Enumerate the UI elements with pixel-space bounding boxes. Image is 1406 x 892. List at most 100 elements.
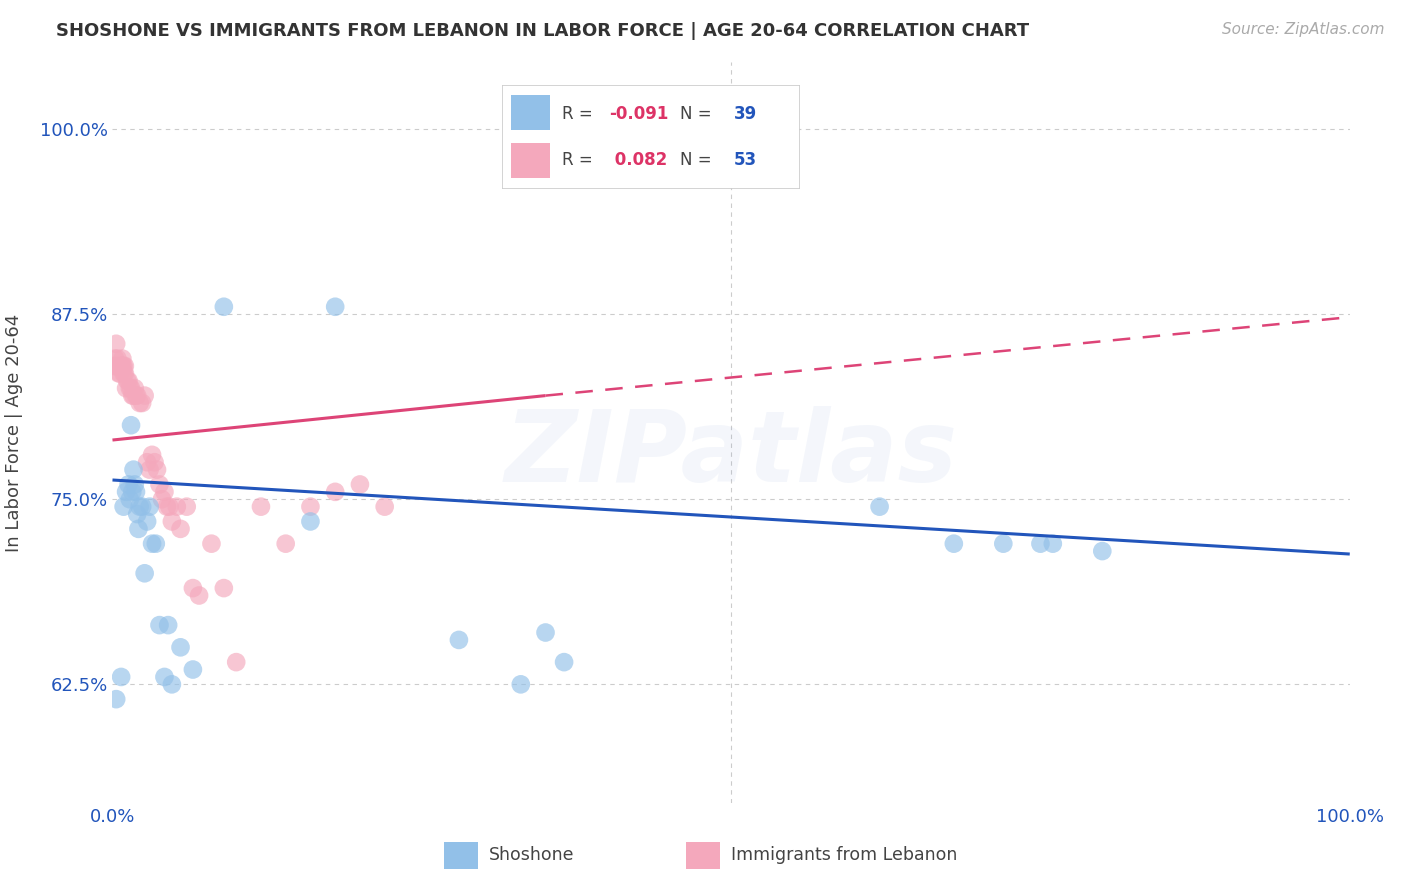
Point (942, 537, 965, 551)
Point (553, 655, 575, 669)
Point (111, 351, 134, 366)
Point (104, 351, 127, 366)
Point (447, 632, 470, 647)
Point (141, 537, 163, 551)
Point (157, 618, 180, 632)
Point (108, 367, 131, 381)
Point (169, 640, 191, 655)
Point (160, 515, 183, 529)
Point (148, 618, 170, 632)
Point (105, 692, 128, 706)
Point (138, 500, 160, 514)
Point (869, 500, 891, 514)
Point (299, 500, 322, 514)
Point (160, 677, 183, 691)
Point (122, 462, 145, 476)
Point (120, 418, 142, 433)
Point (148, 477, 170, 491)
Point (107, 367, 129, 381)
Point (136, 515, 159, 529)
Point (112, 367, 135, 381)
Point (121, 389, 143, 403)
Text: ZIPatlas: ZIPatlas (505, 407, 957, 503)
Point (115, 381, 138, 395)
Text: Shoshone: Shoshone (489, 847, 575, 864)
Point (143, 455, 166, 469)
Point (111, 359, 134, 373)
Point (146, 462, 169, 476)
Point (153, 670, 176, 684)
Point (127, 522, 149, 536)
Point (125, 484, 148, 499)
Y-axis label: In Labor Force | Age 20-64: In Labor Force | Age 20-64 (6, 313, 22, 552)
Point (107, 359, 129, 373)
Point (134, 566, 156, 581)
Point (105, 336, 128, 351)
Point (107, 351, 129, 366)
Point (150, 492, 173, 507)
Point (134, 389, 156, 403)
Point (120, 381, 142, 395)
Point (124, 381, 146, 395)
Point (138, 462, 160, 476)
Point (112, 359, 135, 373)
Text: Immigrants from Lebanon: Immigrants from Lebanon (731, 847, 957, 864)
Point (225, 655, 247, 669)
Text: SHOSHONE VS IMMIGRANTS FROM LEBANON IN LABOR FORCE | AGE 20-64 CORRELATION CHART: SHOSHONE VS IMMIGRANTS FROM LEBANON IN L… (56, 22, 1029, 40)
Point (153, 484, 176, 499)
Point (122, 389, 145, 403)
FancyBboxPatch shape (686, 842, 720, 869)
Point (110, 359, 132, 373)
Point (117, 477, 139, 491)
Point (125, 389, 148, 403)
Text: Source: ZipAtlas.com: Source: ZipAtlas.com (1222, 22, 1385, 37)
Point (141, 448, 163, 462)
Point (114, 367, 136, 381)
Point (103, 359, 125, 373)
Point (128, 396, 150, 410)
Point (118, 381, 141, 395)
Point (250, 500, 273, 514)
Point (136, 455, 159, 469)
Point (114, 359, 136, 373)
Point (188, 589, 211, 603)
Point (156, 500, 179, 514)
Point (128, 500, 150, 514)
Point (145, 537, 167, 551)
Point (176, 500, 198, 514)
Point (169, 522, 191, 536)
Point (127, 507, 149, 521)
Point (200, 537, 222, 551)
Point (112, 500, 135, 514)
Point (323, 484, 346, 499)
Point (349, 477, 371, 491)
Point (118, 492, 141, 507)
Point (212, 581, 235, 595)
Point (1091, 544, 1114, 558)
Point (131, 500, 153, 514)
Point (127, 389, 149, 403)
Point (124, 477, 146, 491)
Point (1042, 537, 1064, 551)
Point (274, 537, 297, 551)
Point (374, 500, 396, 514)
Point (212, 300, 235, 314)
Point (110, 670, 132, 684)
FancyBboxPatch shape (444, 842, 478, 869)
Point (117, 374, 139, 388)
Point (117, 374, 139, 388)
Point (121, 484, 143, 499)
Point (299, 515, 322, 529)
Point (105, 359, 128, 373)
Point (181, 663, 204, 677)
Point (534, 625, 557, 640)
Point (166, 500, 188, 514)
Point (131, 396, 153, 410)
Point (157, 500, 180, 514)
Point (993, 537, 1015, 551)
Point (1029, 537, 1052, 551)
Point (115, 484, 138, 499)
Point (509, 677, 531, 691)
Point (323, 300, 346, 314)
Point (181, 581, 204, 595)
